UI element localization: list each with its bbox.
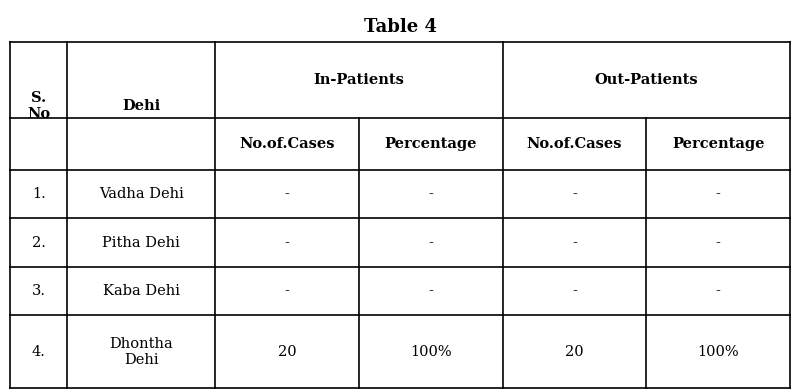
Text: 3.: 3. (32, 284, 46, 298)
Text: -: - (285, 187, 290, 201)
Text: Percentage: Percentage (385, 137, 477, 151)
Text: No.of.Cases: No.of.Cases (239, 137, 335, 151)
Text: -: - (572, 187, 577, 201)
Text: Out-Patients: Out-Patients (594, 73, 698, 87)
Text: -: - (285, 236, 290, 250)
Text: No.of.Cases: No.of.Cases (526, 137, 622, 151)
Text: 2.: 2. (32, 236, 46, 250)
Text: -: - (716, 187, 721, 201)
Text: Dhontha
Dehi: Dhontha Dehi (110, 337, 174, 367)
Text: 1.: 1. (32, 187, 46, 201)
Text: -: - (716, 236, 721, 250)
Text: S.
No: S. No (27, 91, 50, 121)
Text: 100%: 100% (698, 345, 739, 359)
Text: -: - (428, 284, 434, 298)
Text: -: - (428, 187, 434, 201)
Text: -: - (428, 236, 434, 250)
Text: Percentage: Percentage (672, 137, 765, 151)
Text: 100%: 100% (410, 345, 452, 359)
Text: Pitha Dehi: Pitha Dehi (102, 236, 180, 250)
Text: -: - (716, 284, 721, 298)
Text: 20: 20 (565, 345, 584, 359)
Text: -: - (572, 284, 577, 298)
Text: 20: 20 (278, 345, 297, 359)
Text: -: - (285, 284, 290, 298)
Text: In-Patients: In-Patients (314, 73, 404, 87)
Text: 4.: 4. (32, 345, 46, 359)
Text: Vadha Dehi: Vadha Dehi (99, 187, 184, 201)
Text: Dehi: Dehi (122, 99, 161, 113)
Text: -: - (572, 236, 577, 250)
Text: Kaba Dehi: Kaba Dehi (103, 284, 180, 298)
Text: Table 4: Table 4 (363, 18, 437, 36)
